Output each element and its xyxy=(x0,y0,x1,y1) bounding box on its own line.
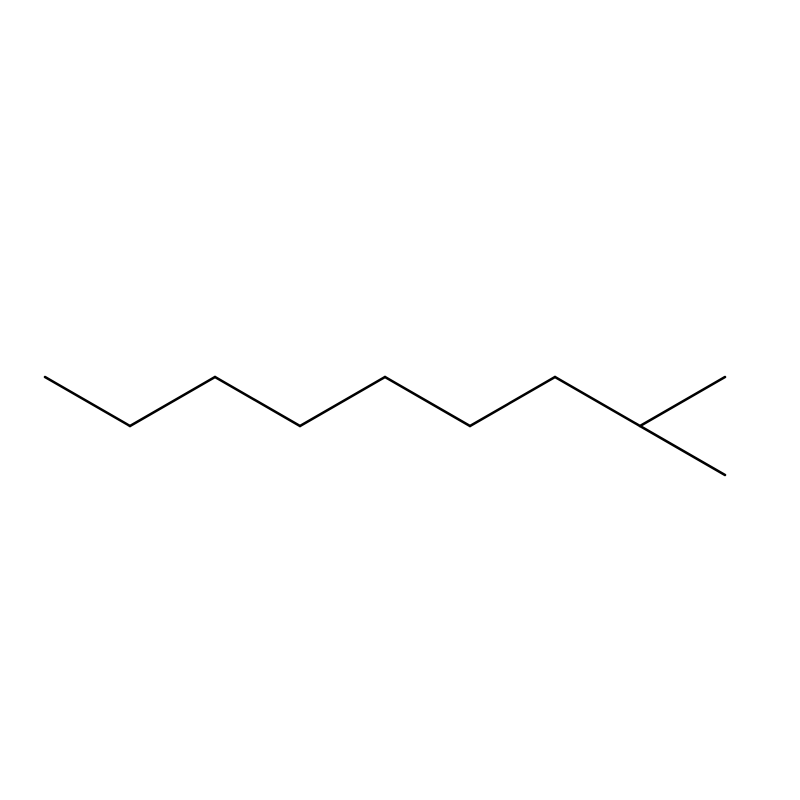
bond xyxy=(640,426,725,475)
bond xyxy=(640,377,725,426)
bond xyxy=(215,377,300,426)
bond-group xyxy=(45,377,725,475)
bond xyxy=(130,377,215,426)
bond xyxy=(300,377,385,426)
bond xyxy=(470,377,555,426)
bond xyxy=(385,377,470,426)
bond xyxy=(45,377,130,426)
molecule-structure-diagram xyxy=(0,0,800,800)
bond xyxy=(555,377,640,426)
